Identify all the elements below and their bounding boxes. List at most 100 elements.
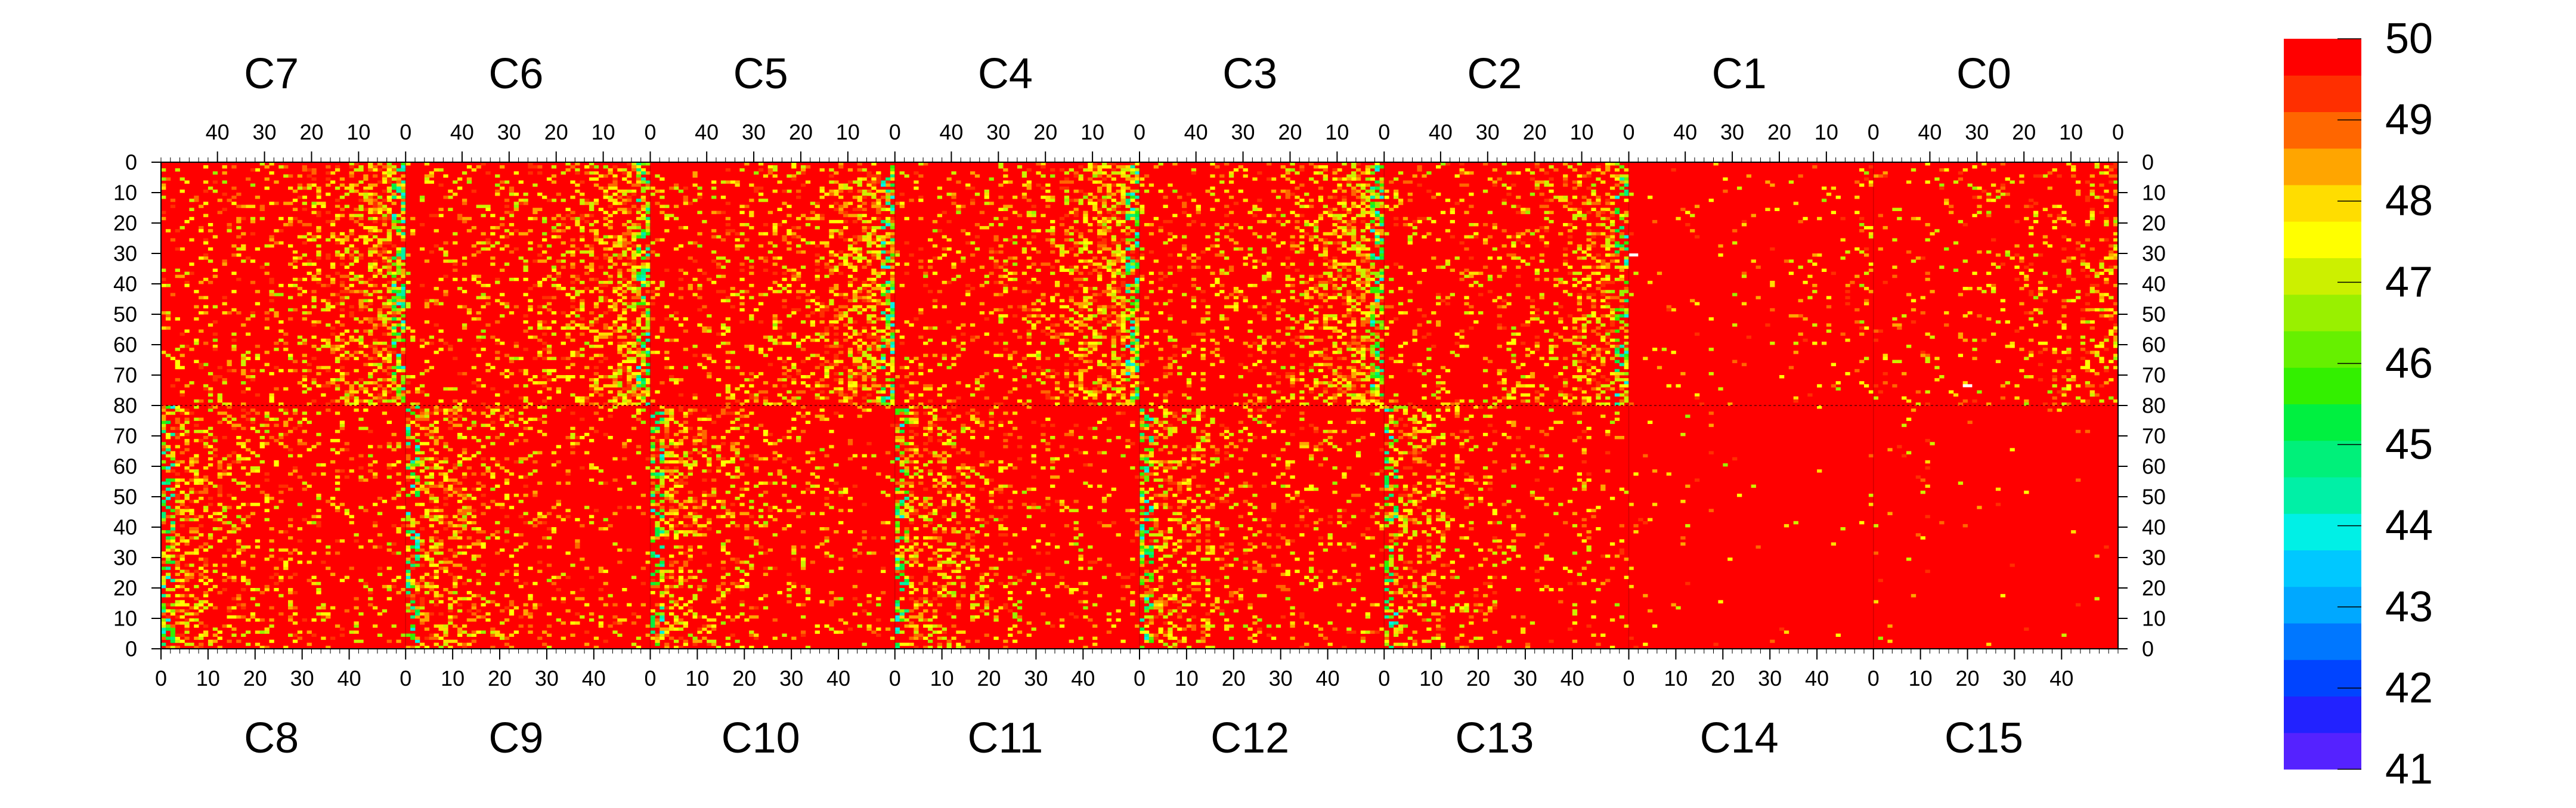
heatmap-cell: [1050, 229, 1055, 233]
heatmap-cell: [739, 372, 745, 376]
heatmap-cell: [1280, 189, 1286, 193]
heatmap-cell: [1365, 284, 1370, 287]
heatmap-cell: [386, 229, 392, 233]
heatmap-cell: [683, 329, 689, 333]
heatmap-cell: [852, 299, 858, 302]
heatmap-cell: [344, 351, 349, 354]
heatmap-cell: [288, 308, 293, 312]
heatmap-cell: [500, 223, 505, 227]
heatmap-cell: [1008, 256, 1013, 260]
heatmap-cell: [631, 305, 637, 309]
heatmap-cell: [396, 250, 401, 254]
heatmap-cell: [518, 180, 524, 184]
heatmap-cell: [1069, 247, 1074, 251]
heatmap-cell: [175, 348, 180, 351]
heatmap-cell: [513, 193, 519, 196]
heatmap-cell: [1355, 183, 1361, 187]
heatmap-cell: [542, 332, 547, 336]
heatmap-cell: [593, 335, 599, 339]
heatmap-cell: [1125, 378, 1131, 382]
heatmap-cell: [1252, 363, 1258, 367]
heatmap-cell: [1135, 384, 1140, 388]
heatmap-cell: [1101, 311, 1107, 315]
heatmap-cell: [763, 223, 769, 227]
heatmap-cell: [1111, 208, 1116, 211]
heatmap-cell: [377, 311, 383, 315]
heatmap-cell: [391, 287, 397, 290]
heatmap-cell: [161, 277, 166, 281]
heatmap-cell: [1045, 189, 1051, 193]
heatmap-cell: [1120, 223, 1126, 227]
heatmap-cell: [1374, 375, 1380, 379]
heatmap-cell: [1309, 387, 1314, 391]
heatmap-cell: [640, 299, 646, 302]
heatmap-cell: [735, 244, 740, 248]
heatmap-cell: [1228, 265, 1234, 269]
heatmap-cell: [580, 216, 585, 221]
heatmap-cell: [199, 399, 204, 403]
heatmap-cell: [1370, 213, 1375, 218]
heatmap-cell: [885, 235, 891, 239]
heatmap-cell: [1003, 284, 1008, 287]
heatmap-cell: [1135, 232, 1140, 236]
heatmap-cell: [890, 369, 896, 373]
heatmap-cell: [1379, 305, 1385, 309]
heatmap-cell: [951, 265, 956, 269]
heatmap-cell: [927, 238, 933, 242]
heatmap-cell: [683, 317, 689, 321]
heatmap-cell: [354, 399, 359, 403]
heatmap-cell: [434, 302, 439, 306]
heatmap-cell: [373, 351, 378, 354]
heatmap-cell: [890, 177, 896, 181]
heatmap-cell: [885, 372, 891, 376]
heatmap-cell: [725, 216, 731, 221]
heatmap-cell: [1309, 366, 1314, 370]
heatmap-cell: [278, 402, 284, 406]
heatmap-cell: [1275, 375, 1281, 379]
heatmap-cell: [1101, 226, 1107, 230]
heatmap-cell: [1365, 280, 1370, 284]
heatmap-cell: [885, 332, 891, 336]
heatmap-cell: [1351, 384, 1357, 388]
heatmap-cell: [410, 216, 416, 221]
heatmap-cell: [1097, 381, 1103, 385]
heatmap-cell: [373, 235, 378, 239]
heatmap-cell: [1351, 369, 1357, 373]
heatmap-cell: [631, 284, 637, 287]
heatmap-cell: [857, 162, 862, 166]
heatmap-cell: [1125, 369, 1131, 373]
heatmap-cell: [725, 384, 731, 388]
heatmap-cell: [852, 357, 858, 360]
heatmap-cell: [894, 329, 900, 333]
heatmap-cell: [791, 363, 797, 367]
heatmap-cell: [1041, 262, 1046, 266]
heatmap-cell: [1243, 256, 1248, 260]
heatmap-cell: [791, 396, 797, 400]
heatmap-cell: [349, 311, 354, 315]
heatmap-cell: [857, 338, 862, 342]
heatmap-cell: [1351, 238, 1357, 242]
heatmap-cell: [838, 183, 844, 187]
heatmap-cell: [862, 296, 867, 299]
heatmap-cell: [292, 308, 298, 312]
heatmap-cell: [664, 216, 670, 221]
heatmap-cell: [339, 302, 345, 306]
heatmap-cell: [339, 253, 345, 257]
heatmap-cell: [993, 293, 999, 296]
heatmap-cell: [1313, 219, 1319, 224]
heatmap-cell: [321, 284, 326, 287]
heatmap-cell: [862, 238, 867, 242]
heatmap-cell: [208, 323, 213, 327]
heatmap-cell: [462, 277, 467, 281]
heatmap-cell: [819, 302, 825, 306]
heatmap-cell: [942, 305, 947, 309]
heatmap-cell: [904, 174, 909, 178]
heatmap-cell: [208, 229, 213, 233]
heatmap-cell: [1088, 241, 1093, 245]
heatmap-cell: [321, 345, 326, 348]
heatmap-cell: [909, 199, 914, 202]
heatmap-cell: [504, 375, 510, 379]
heatmap-cell: [373, 345, 378, 348]
heatmap-cell: [368, 302, 373, 306]
heatmap-cell: [1228, 180, 1234, 184]
